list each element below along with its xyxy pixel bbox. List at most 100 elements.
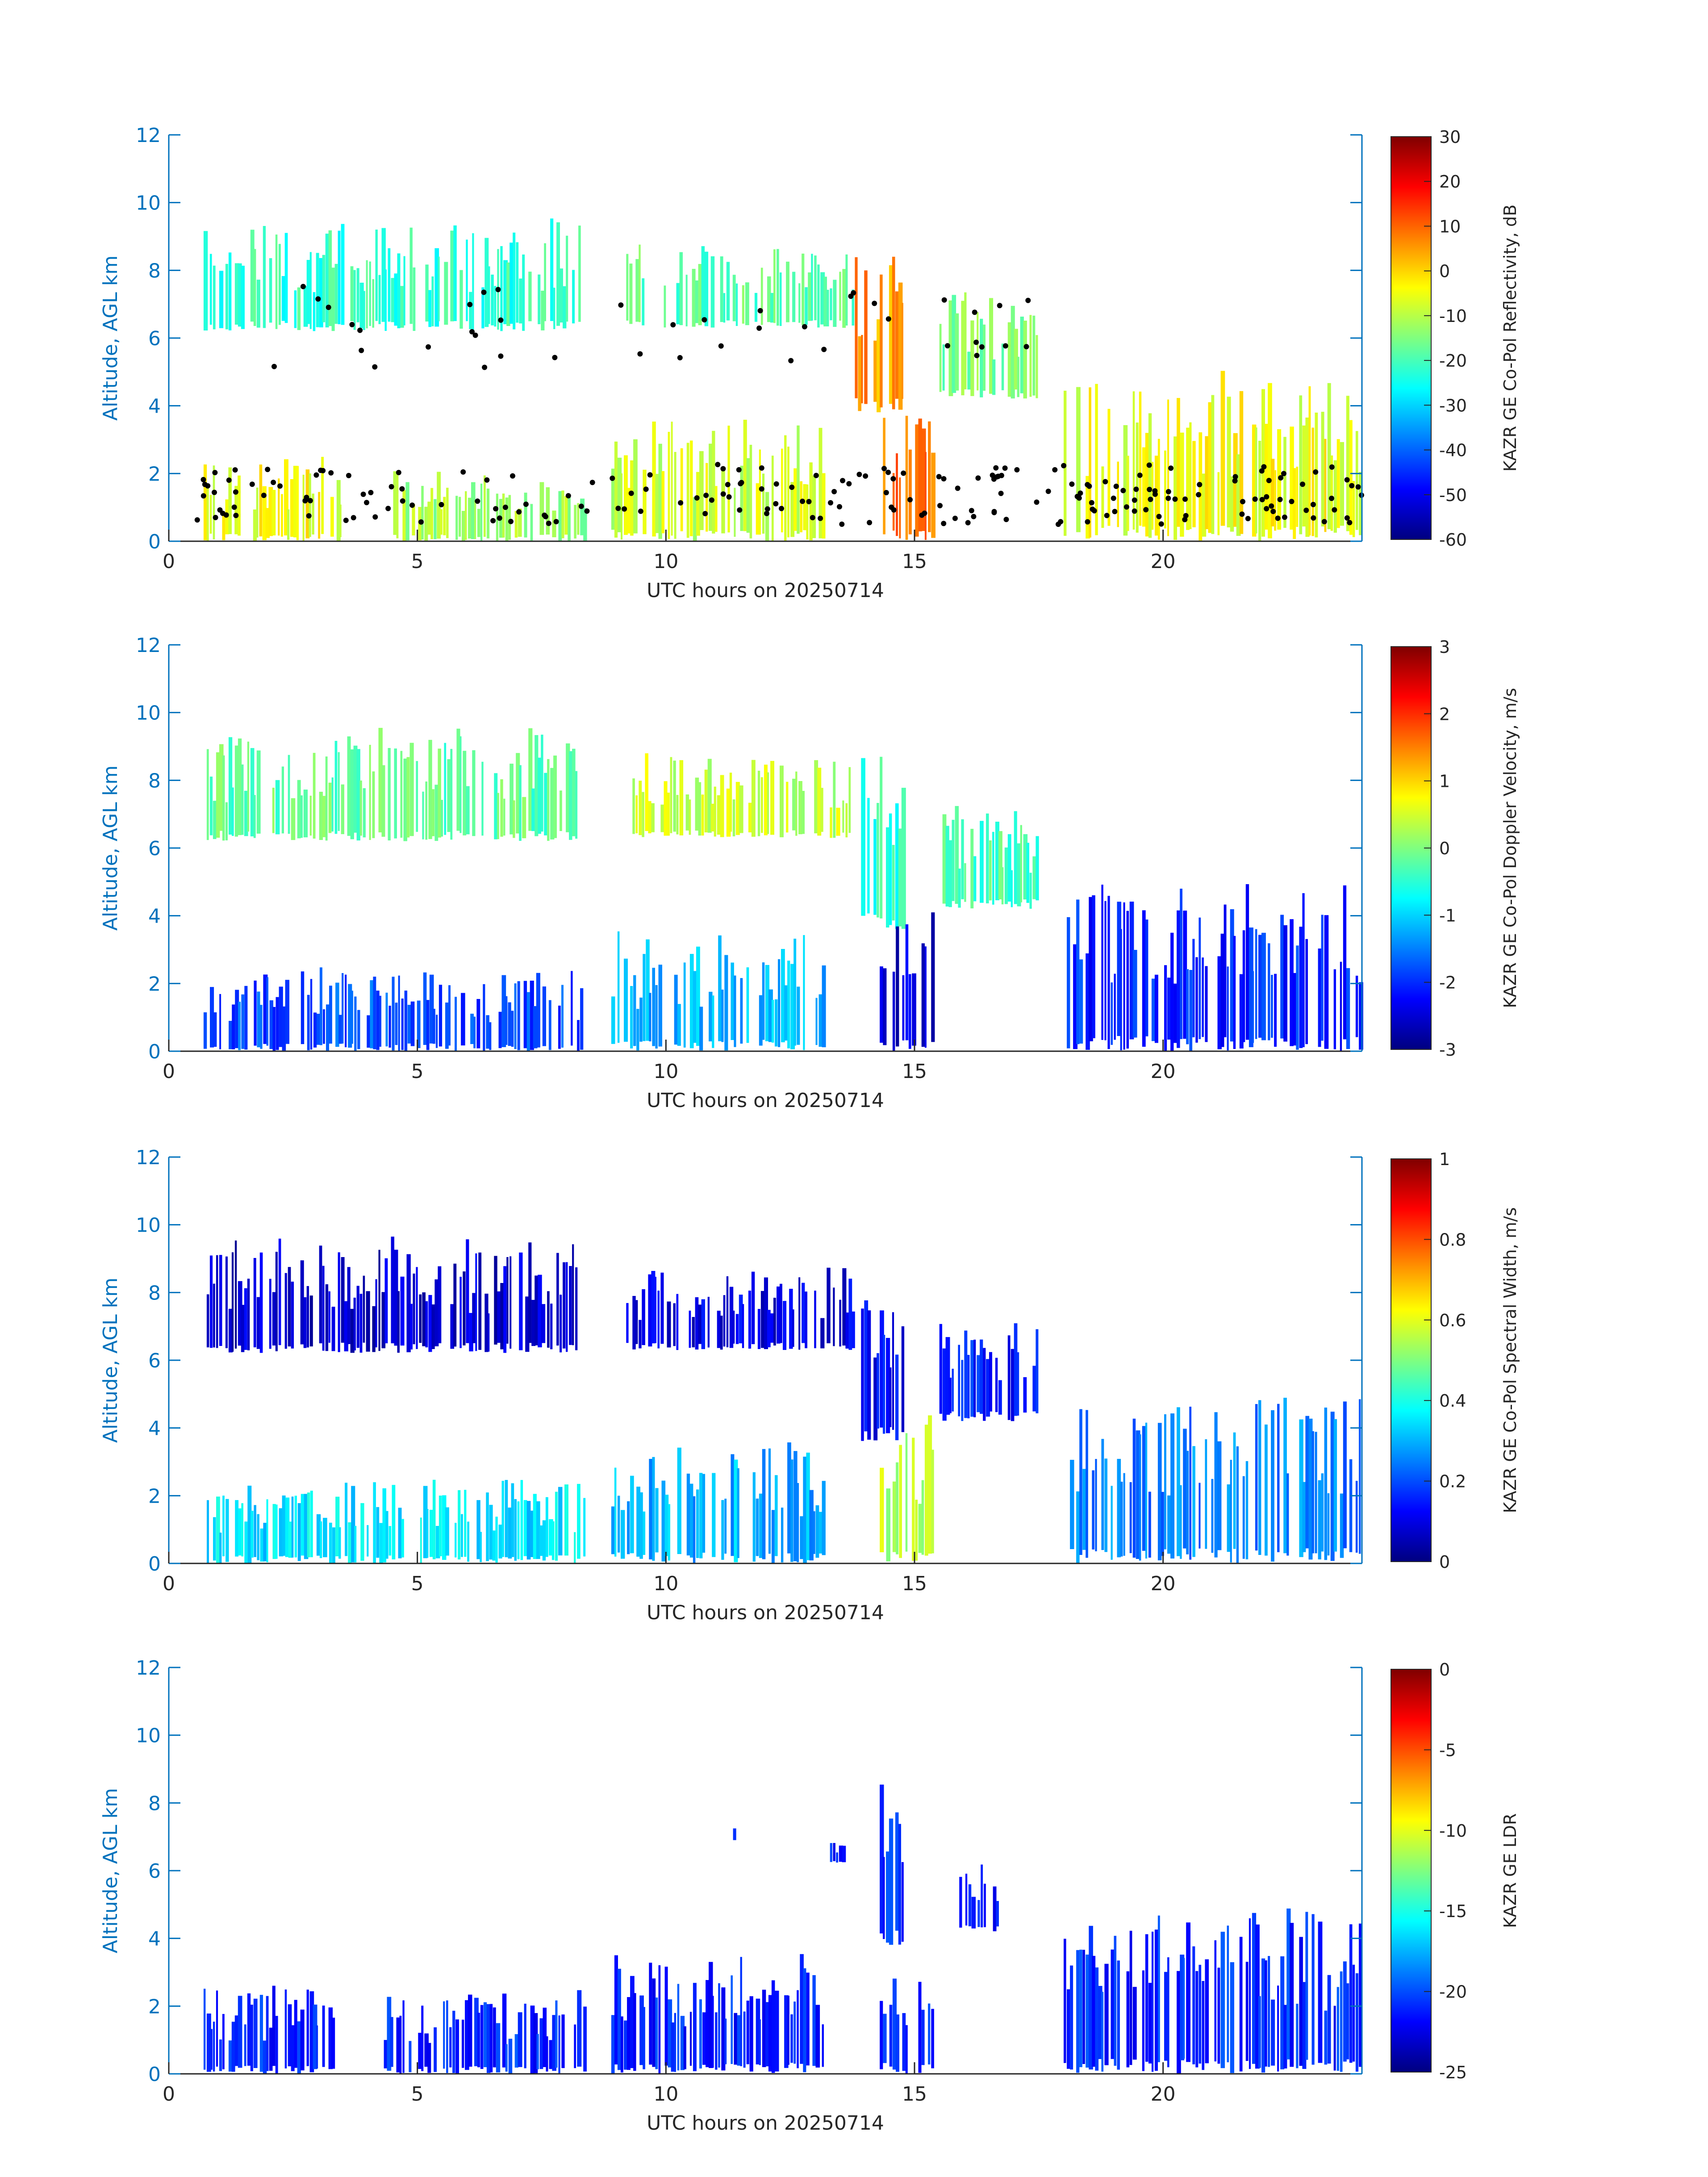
echo-streak-1 [309,1295,313,1347]
echo-streak-9 [1305,418,1310,537]
echo-streak-9 [1299,395,1303,535]
echo-streak-8 [1139,1434,1141,1561]
echo-streak-6 [459,497,461,537]
echo-streak-6 [530,2006,535,2074]
echo-streak-9 [1148,413,1152,538]
echo-streak-6 [775,999,778,1047]
cloud-top-marker [542,512,547,518]
cloud-top-marker [952,515,958,521]
echo-streak-5 [558,1005,561,1049]
echo-streak-4 [980,821,984,903]
echo-streak-2 [748,1291,752,1349]
echo-streak-1 [303,286,308,327]
echo-streak-1 [253,795,256,838]
echo-streak-1 [269,258,272,323]
echo-streak-9 [1277,1985,1279,2072]
echo-streak-8 [1255,1404,1258,1551]
echo-streak-3 [892,256,895,409]
echo-streak-6 [583,2006,587,2072]
echo-streak-6 [762,1449,766,1559]
echo-streak-1 [228,1308,233,1353]
echo-streak-1 [550,218,554,321]
echo-streak-6 [493,2007,496,2068]
cloud-top-marker [315,296,321,302]
echo-streak-8 [1340,1493,1344,1558]
echo-streak-1 [381,228,386,322]
echo-streak-3 [895,291,899,399]
echo-streak-5 [539,1525,544,1556]
echo-streak-7 [715,2012,718,2070]
echo-streak-8 [1227,1484,1232,1552]
cloud-top-marker [694,495,700,501]
echo-streak-6 [752,1472,756,1562]
echo-streak-8 [905,2025,908,2073]
echo-streak-8 [1101,1439,1104,1550]
echo-streak-5 [203,1989,206,2070]
echo-streak-7 [671,422,673,536]
echo-streak-6 [543,2007,547,2067]
echo-streak-8 [1318,1480,1321,1559]
echo-streak-2 [742,285,744,324]
echo-streak-9 [1145,1934,1148,2062]
echo-streak-6 [505,2044,508,2072]
echo-streak-6 [405,482,409,540]
echo-streak-4 [961,819,964,899]
echo-streak-9 [1359,1923,1362,2067]
cloud-top-marker [885,469,891,475]
echo-streak-8 [1245,884,1249,1040]
echo-streak-5 [458,1490,461,1560]
echo-streak-7 [652,1978,656,2067]
echo-streak-9 [1352,1964,1355,2062]
echo-streak-8 [1157,1423,1162,1561]
y-axis-label: Altitude, AGL km [99,765,122,931]
echo-streak-2 [729,1287,734,1348]
echo-streak-6 [396,2017,401,2073]
echo-streak-8 [918,418,922,531]
colorbar-tick-label: 2 [1439,704,1450,724]
echo-streak-7 [746,2001,749,2064]
cloud-top-marker [1102,479,1108,485]
echo-streak-8 [1349,1459,1353,1552]
echo-streak-1 [394,273,398,326]
cloud-top-marker [1264,494,1270,500]
echo-streak-4 [945,826,949,907]
echo-streak-1 [359,1294,363,1353]
echo-streak-6 [617,1496,620,1553]
echo-streak-7 [812,475,816,538]
echo-streak-5 [241,1503,243,1557]
x-tick-label: 20 [1151,1060,1176,1083]
cloud-top-marker [1278,475,1284,481]
cloud-top-marker [1123,504,1129,510]
echo-streak-3 [880,756,883,919]
echo-streak-5 [401,999,404,1050]
echo-streak-9 [1299,1937,1303,2066]
cloud-top-marker [1282,514,1287,520]
echo-streak-6 [797,986,800,1045]
echo-streak-4 [948,840,952,907]
echo-streak-7 [712,1996,714,2068]
cloud-top-marker [553,519,559,525]
cloud-top-marker [622,506,627,512]
echo-streak-5 [206,2013,211,2072]
echo-streak-5 [213,1012,217,1047]
echo-streak-6 [784,985,789,1041]
cloud-top-marker [1143,507,1149,513]
echo-streak-6 [480,2005,484,2069]
echo-streak-5 [291,1496,294,1558]
echo-streak-7 [749,1996,753,2072]
echo-streak-6 [822,1481,826,1555]
echo-streak-1 [506,262,510,326]
echo-streak-7 [886,1488,890,1562]
echo-streak-4 [973,1339,976,1417]
echo-streak-5 [222,2014,225,2069]
echo-streak-7 [712,430,715,534]
echo-streak-3 [867,798,870,914]
echo-streak-5 [376,1507,380,1558]
echo-streak-5 [210,987,214,1048]
echo-streak-2 [839,272,841,321]
echo-streak-2 [635,259,639,322]
echo-streak-8 [1173,983,1178,1043]
echo-streak-8 [1154,974,1158,1043]
echo-streak-5 [203,464,207,540]
echo-streak-1 [238,1281,242,1346]
